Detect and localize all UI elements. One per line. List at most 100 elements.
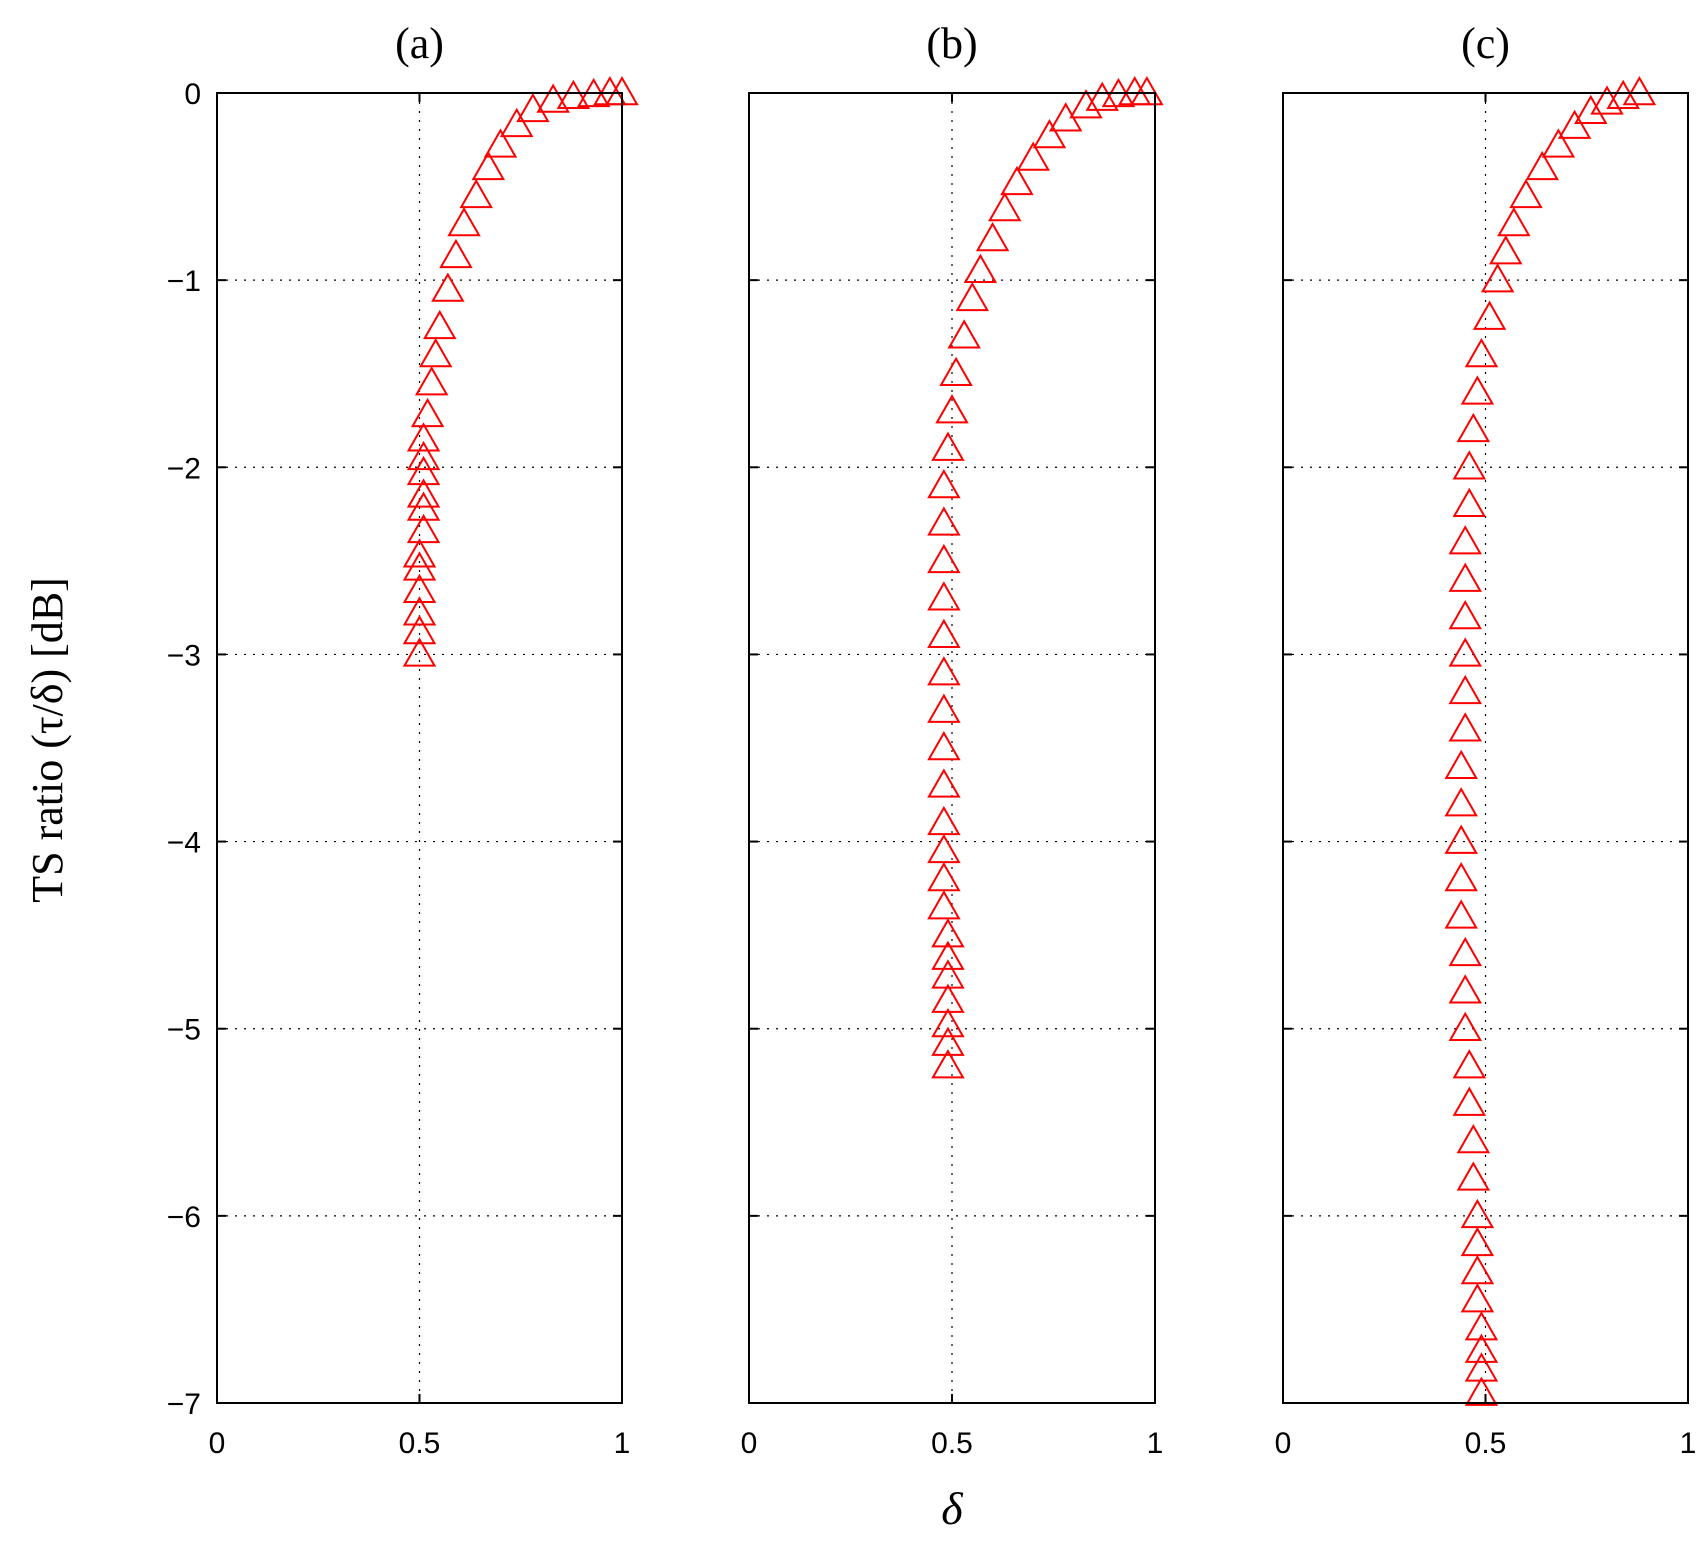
panel-title: (c) [1461,19,1510,68]
data-point [1590,85,1624,115]
data-point [406,513,441,544]
data-point [406,455,441,486]
data-point [1452,450,1487,480]
data-point [927,805,961,836]
data-point [927,730,961,761]
data-point [947,319,981,349]
data-point [1448,712,1482,742]
data-point [1557,109,1592,139]
data-point [1452,1086,1487,1116]
panels: (a) 0 0.5 1 0 −1 −2 −3 −4 −5 −6 −7 (b) 0 0.5 1 (c) 0 0.5 1 [167,19,1697,1460]
x-tick-label: 1 [1147,1427,1164,1460]
data-point [1130,75,1164,106]
data-point [423,309,457,340]
data-point [963,253,998,284]
data-point [1016,141,1050,171]
data-point [988,192,1022,222]
data-point [1622,75,1657,106]
data-point [471,150,506,181]
data-point [1448,637,1482,667]
y-axis-label: TS ratio (τ/δ) [dB] [23,577,72,903]
data-point [931,431,965,461]
data-point [935,394,969,424]
panel-title: (b) [926,19,977,68]
data-point [1464,1311,1499,1341]
data-point [1444,861,1478,892]
data-point [927,768,961,798]
data-point [927,618,961,648]
panel-title: (a) [395,19,444,68]
data-point [955,281,990,312]
x-tick-label: 0 [1275,1427,1292,1460]
data-point [927,861,961,892]
x-tick-label: 1 [1680,1427,1697,1460]
data-point [1448,974,1482,1004]
data-point [406,478,441,508]
data-point [931,1007,965,1038]
x-tick-label: 0 [741,1427,758,1460]
data-point [447,206,481,237]
data-point [927,833,961,864]
data-point [931,1026,965,1056]
data-point [1525,150,1559,181]
y-tick-label: −7 [167,1388,201,1421]
data-point [406,422,441,452]
data-point [1448,936,1482,967]
data-point [431,272,465,302]
data-point [1480,263,1515,293]
y-tick-label: −2 [167,452,201,485]
y-tick-label: −5 [167,1014,201,1047]
data-point [927,506,961,536]
data-point [927,693,961,723]
data-point [1452,1049,1487,1079]
data-point [1448,562,1482,592]
data-point [1448,599,1482,630]
data-point [1464,1333,1499,1363]
data-point [927,468,961,499]
data-point [1444,749,1478,779]
data-point [931,959,965,989]
data-point [1444,787,1478,817]
data-point [1464,337,1499,368]
data-point [931,1049,965,1079]
data-point [1032,119,1067,149]
data-point [402,573,437,604]
y-tick-label: 0 [184,78,201,111]
data-point [1448,674,1482,705]
data-point [1444,824,1478,854]
data-point [1448,1011,1482,1041]
data-point [483,128,518,158]
x-tick-label: 0.5 [1465,1427,1507,1460]
data-point [1448,525,1482,555]
axes-box [1282,92,1689,1404]
data-point [1497,206,1531,237]
data-point [927,656,961,686]
data-point [406,440,441,471]
data-point [1460,1198,1495,1229]
data-point [418,337,453,368]
data-point [1464,1352,1499,1382]
data-point [536,83,570,113]
data-point [931,918,965,948]
data-point [927,890,961,920]
y-tick-label: −1 [167,265,201,298]
data-point [1452,487,1487,517]
data-point [1464,1376,1499,1406]
data-point [516,92,550,123]
x-tick-label: 0 [209,1427,226,1460]
data-point [1541,128,1576,158]
data-point [931,940,965,970]
axes-box [216,92,623,1404]
data-point [1444,899,1478,929]
data-point [927,581,961,611]
data-point [459,178,493,209]
panel-b: (b) 0 0.5 1 [741,19,1164,1460]
data-point [931,983,965,1013]
y-tick-label: −4 [167,827,201,860]
x-tick-label: 0.5 [399,1427,441,1460]
axes-box [748,92,1156,1404]
data-point [1509,178,1543,209]
data-point [975,221,1010,252]
data-point [439,238,473,269]
